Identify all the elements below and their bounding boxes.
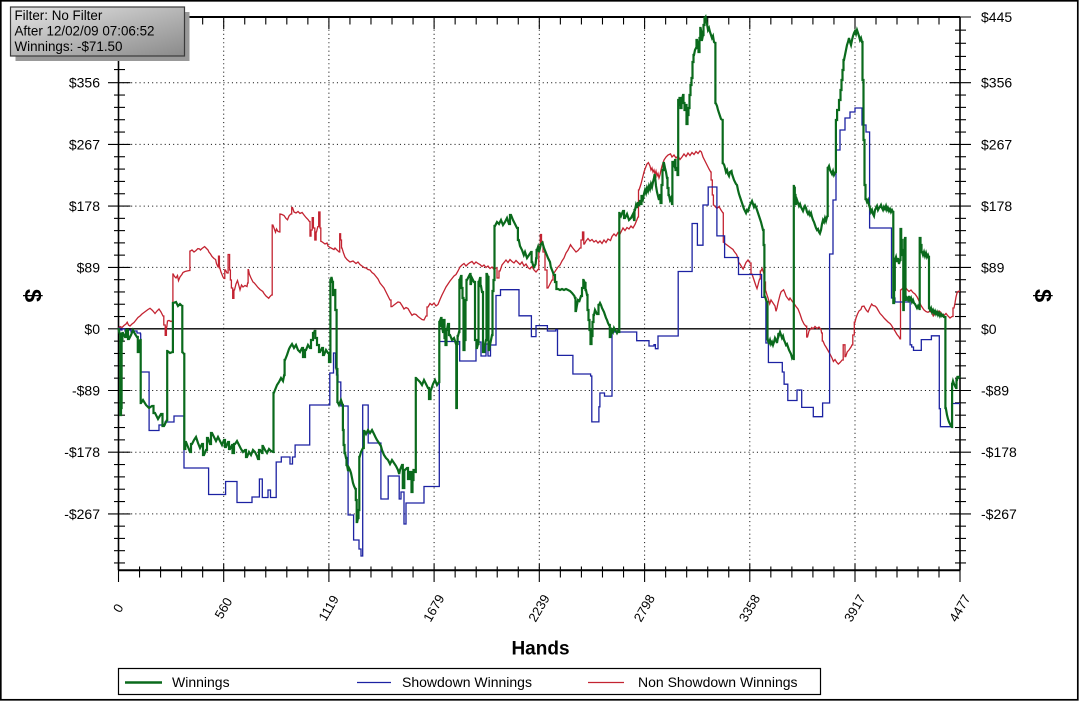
svg-text:$178: $178 (69, 198, 100, 214)
svg-text:$356: $356 (981, 75, 1012, 91)
svg-text:1119: 1119 (315, 593, 341, 624)
svg-text:Hands: Hands (511, 639, 569, 660)
svg-text:$445: $445 (981, 9, 1012, 25)
svg-text:-$267: -$267 (64, 506, 100, 522)
svg-text:$89: $89 (77, 259, 101, 275)
svg-text:$267: $267 (981, 136, 1012, 152)
svg-text:1679: 1679 (420, 592, 447, 625)
svg-text:Filter: No Filter: Filter: No Filter (15, 8, 103, 23)
svg-text:-$178: -$178 (64, 444, 100, 460)
svg-text:2239: 2239 (525, 592, 552, 625)
svg-text:$0: $0 (981, 321, 997, 337)
svg-text:-$89: -$89 (981, 383, 1009, 399)
svg-text:-$89: -$89 (72, 383, 100, 399)
svg-text:560: 560 (211, 595, 235, 621)
svg-text:Winnings: Winnings (172, 674, 230, 690)
svg-text:$178: $178 (981, 198, 1012, 214)
svg-text:3358: 3358 (736, 592, 763, 625)
svg-text:$89: $89 (981, 259, 1005, 275)
svg-text:$267: $267 (69, 136, 100, 152)
svg-text:3917: 3917 (841, 592, 868, 625)
svg-text:After 12/02/09 07:06:52: After 12/02/09 07:06:52 (15, 24, 155, 39)
svg-text:$356: $356 (69, 75, 100, 91)
svg-text:$0: $0 (84, 321, 100, 337)
svg-text:Non Showdown Winnings: Non Showdown Winnings (638, 674, 798, 690)
svg-text:-$178: -$178 (981, 444, 1017, 460)
svg-text:$: $ (1029, 289, 1056, 303)
svg-text:2798: 2798 (631, 592, 658, 625)
svg-text:Winnings: -$71.50: Winnings: -$71.50 (15, 39, 123, 54)
svg-text:0: 0 (110, 601, 127, 615)
svg-text:$: $ (19, 289, 46, 303)
svg-text:-$267: -$267 (981, 506, 1017, 522)
svg-text:4477: 4477 (946, 592, 973, 625)
svg-text:Showdown Winnings: Showdown Winnings (402, 674, 532, 690)
